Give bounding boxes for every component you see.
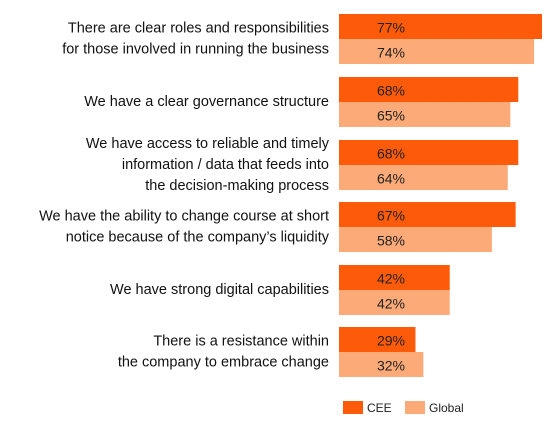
bar-global: [339, 227, 492, 252]
data-label: 77%: [377, 20, 405, 36]
bar-global: [339, 165, 508, 190]
bar-cee: [339, 327, 416, 352]
bar-cee: [339, 14, 542, 39]
category-label: There is a resistance within the company …: [118, 334, 329, 371]
bar-cee: [339, 140, 519, 165]
data-label: 32%: [377, 358, 405, 374]
category-label: We have the ability to change course at …: [39, 209, 330, 246]
category-label-line: We have the ability to change course at …: [39, 209, 329, 225]
category-label-line: information / data that feeds into: [122, 157, 329, 173]
category-label-line: We have access to reliable and timely: [86, 136, 330, 152]
data-label: 64%: [377, 171, 405, 187]
data-label: 67%: [377, 208, 405, 224]
bar-global: [339, 39, 535, 64]
bar-global: [339, 352, 424, 377]
category-label-line: for those involved in running the busine…: [62, 42, 329, 58]
data-label: 74%: [377, 45, 405, 61]
category-label: We have access to reliable and timely inf…: [86, 136, 330, 194]
category-label: We have strong digital capabilities: [110, 282, 329, 298]
legend-label-cee: CEE: [367, 401, 392, 415]
bar-cee: [339, 265, 450, 290]
legend-label-global: Global: [429, 401, 464, 415]
bar-cee: [339, 202, 516, 227]
bar-global: [339, 290, 450, 315]
data-label: 29%: [377, 333, 405, 349]
data-label: 68%: [377, 83, 405, 99]
category-label-line: We have strong digital capabilities: [110, 282, 329, 298]
data-label: 42%: [377, 271, 405, 287]
category-label-line: There are clear roles and responsibiliti…: [68, 21, 329, 37]
category-label-line: the company to embrace change: [118, 355, 329, 371]
legend-swatch-cee: [343, 401, 363, 414]
bar-cee: [339, 77, 519, 102]
category-label-line: notice because of the company’s liquidit…: [66, 230, 330, 246]
category-label: There are clear roles and responsibiliti…: [62, 21, 329, 58]
data-label: 68%: [377, 146, 405, 162]
legend-swatch-global: [405, 401, 425, 414]
data-label: 65%: [377, 108, 405, 124]
bar-global: [339, 102, 511, 127]
category-label: We have a clear governance structure: [84, 94, 329, 110]
data-label: 58%: [377, 233, 405, 249]
category-label-line: We have a clear governance structure: [84, 94, 329, 110]
data-label: 42%: [377, 296, 405, 312]
category-label-line: There is a resistance within: [153, 334, 329, 350]
category-label-line: the decision-making process: [145, 178, 329, 194]
